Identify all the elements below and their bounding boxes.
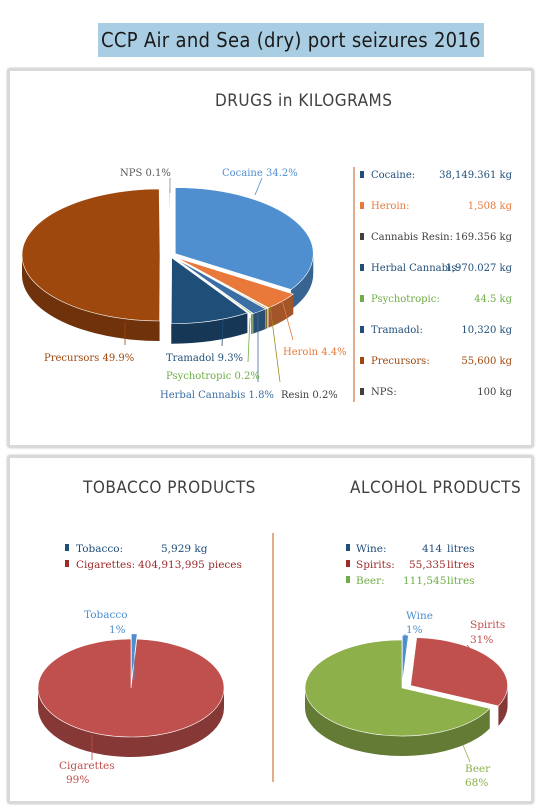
tobacco-title: TOBACCO PRODUCTS	[83, 478, 256, 498]
bottom-panel: TOBACCO PRODUCTS ALCOHOL PRODUCTS	[7, 455, 534, 804]
drugs-panel: DRUGS in KILOGRAMS	[7, 68, 534, 448]
alcohol-title: ALCOHOL PRODUCTS	[350, 478, 522, 498]
drugs-title: DRUGS in KILOGRAMS	[215, 91, 393, 111]
page-title: CCP Air and Sea (dry) port seizures 2016	[98, 23, 484, 57]
